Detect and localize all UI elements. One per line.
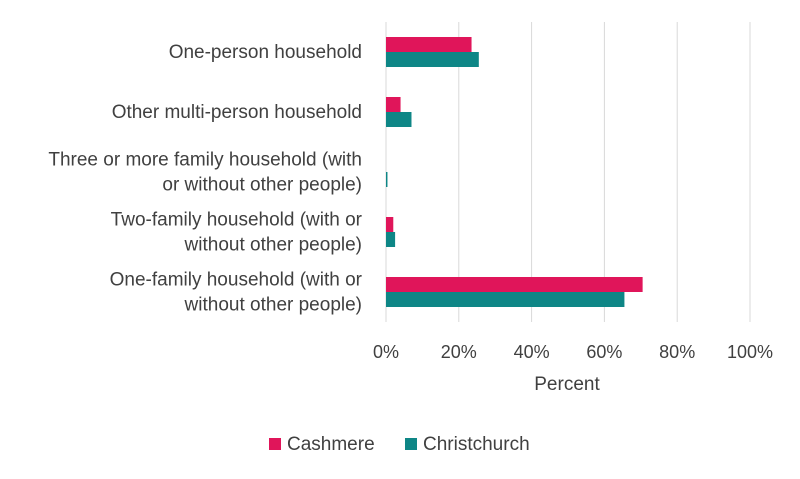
category-label: One-family household (with or (110, 270, 363, 291)
category-label: Three or more family household (with (48, 150, 362, 171)
bar-cashmere (386, 37, 472, 52)
category-labels: One-person household Other multi-person h… (48, 42, 362, 316)
x-tick-label: 100% (727, 342, 773, 362)
x-tick-label: 0% (373, 342, 399, 362)
bar-christchurch (386, 292, 625, 307)
gridlines (385, 22, 751, 322)
bar-cashmere (386, 277, 643, 292)
category-label: Other multi-person household (112, 102, 362, 123)
x-tick-labels: 0% 20% 40% 60% 80% 100% (373, 342, 773, 362)
bars (386, 37, 643, 307)
bar-cashmere (386, 97, 401, 112)
bar-christchurch (386, 232, 396, 247)
x-tick-label: 60% (586, 342, 622, 362)
bar-christchurch (386, 52, 479, 67)
category-label: Two-family household (with or (111, 210, 363, 231)
bar-christchurch (386, 112, 412, 127)
bar-christchurch (386, 172, 388, 187)
legend: Cashmere Christchurch (269, 434, 530, 455)
legend-swatch (405, 438, 417, 450)
category-label: One-person household (169, 42, 362, 63)
category-label: without other people) (184, 235, 362, 256)
x-tick-label: 40% (514, 342, 550, 362)
x-axis-title: Percent (534, 374, 600, 395)
bar-cashmere (386, 217, 394, 232)
legend-swatch (269, 438, 281, 450)
category-label: without other people) (184, 295, 362, 316)
legend-label: Cashmere (287, 434, 375, 455)
category-label: or without other people) (162, 175, 362, 196)
legend-label: Christchurch (423, 434, 530, 455)
x-tick-label: 20% (441, 342, 477, 362)
x-tick-label: 80% (659, 342, 695, 362)
